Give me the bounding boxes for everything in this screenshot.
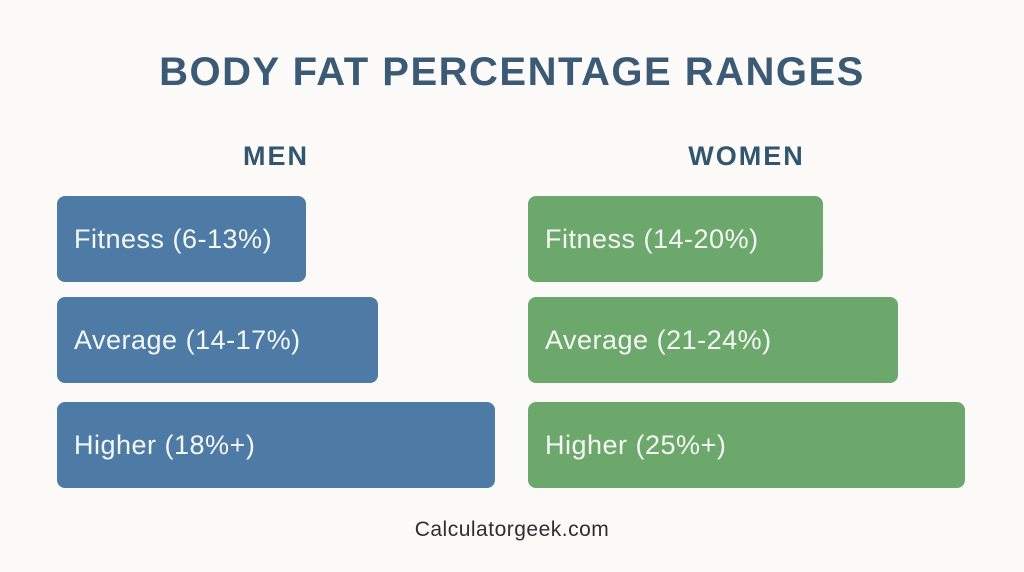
bar-women-fitness: Fitness (14-20%) — [528, 196, 823, 282]
bar-women-higher-label: Higher (25%+) — [545, 429, 727, 460]
footer-website: Calculatorgeek.com — [414, 518, 610, 541]
bar-men-fitness-label: Fitness (6-13%) — [74, 223, 273, 254]
bar-women-higher: Higher (25%+) — [528, 402, 965, 488]
bar-men-average: Average (14-17%) — [57, 297, 378, 383]
bar-women-fitness-label: Fitness (14-20%) — [545, 223, 759, 254]
bar-men-fitness: Fitness (6-13%) — [57, 196, 306, 282]
bar-men-higher: Higher (18%+) — [57, 402, 495, 488]
bar-men-average-label: Average (14-17%) — [74, 324, 301, 355]
bar-women-average-label: Average (21-24%) — [545, 324, 772, 355]
men-column-heading: MEN — [243, 141, 309, 171]
bar-women-average: Average (21-24%) — [528, 297, 898, 383]
bar-men-higher-label: Higher (18%+) — [74, 429, 256, 460]
women-column-heading: WOMEN — [688, 141, 805, 171]
page-title: BODY FAT PERCENTAGE RANGES — [159, 50, 865, 94]
